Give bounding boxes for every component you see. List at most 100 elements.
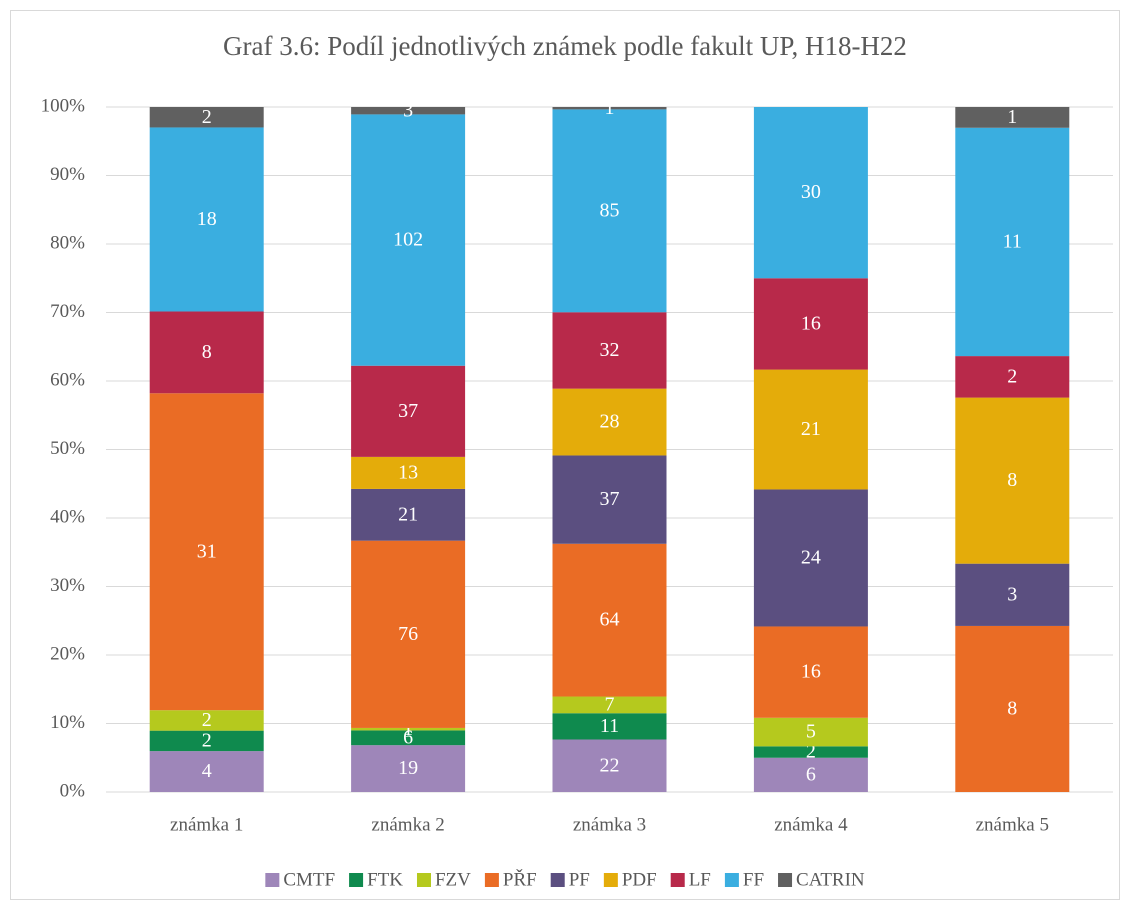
legend-item: PDF	[603, 869, 657, 890]
bar-segment	[955, 127, 1070, 357]
data-label: 24	[801, 547, 821, 569]
bar-segment	[149, 730, 264, 752]
x-tick-label: známka 3	[573, 814, 646, 835]
legend-swatch	[550, 873, 565, 887]
data-label: 18	[197, 208, 217, 230]
legend-item: FZV	[416, 869, 471, 890]
x-tick-label: známka 1	[170, 814, 243, 835]
data-label: 2	[806, 741, 816, 763]
data-label: 22	[600, 754, 620, 776]
legend-label: LF	[689, 869, 711, 890]
legend-label: FTK	[367, 869, 403, 890]
legend-item: FTK	[349, 869, 403, 890]
bar-segment	[955, 107, 1070, 128]
data-label: 8	[202, 341, 212, 363]
legend-label: PF	[569, 869, 590, 890]
bar-segment	[149, 107, 264, 128]
data-label: 31	[197, 540, 217, 562]
bar-segment	[351, 107, 466, 115]
data-label: 13	[398, 462, 418, 484]
bar-segment	[351, 727, 466, 731]
data-label: 76	[398, 623, 418, 645]
data-label: 1	[403, 718, 413, 740]
x-tick-label: známka 2	[371, 814, 444, 835]
bar-segment	[149, 311, 264, 394]
data-label: 85	[600, 199, 620, 221]
bar-segment	[552, 696, 667, 714]
legend-label: PDF	[622, 869, 657, 890]
bar-segment	[351, 540, 466, 728]
chart-title: Graf 3.6: Podíl jednotlivých známek podl…	[223, 31, 907, 61]
bar-segment	[955, 625, 1070, 792]
legend-label: PŘF	[503, 868, 537, 890]
bar-segment	[552, 109, 667, 313]
data-label: 11	[600, 715, 619, 737]
data-label: 30	[801, 181, 821, 203]
data-label: 5	[806, 721, 816, 743]
data-label: 3	[1007, 583, 1017, 605]
data-label: 2	[1007, 365, 1017, 387]
bar-segment	[753, 278, 868, 370]
bar-segment	[149, 127, 264, 312]
legend-item: FF	[724, 869, 764, 890]
data-label: 2	[202, 709, 212, 731]
bar-segment	[552, 739, 667, 792]
data-label: 16	[801, 313, 821, 335]
data-label: 6	[806, 763, 816, 785]
legend-label: FF	[743, 869, 764, 890]
legend-swatch	[724, 873, 739, 887]
bar-segment	[351, 730, 466, 746]
y-tick-label: 80%	[50, 232, 85, 253]
legend-swatch	[265, 873, 280, 887]
data-label: 21	[801, 418, 821, 440]
y-tick-label: 30%	[50, 575, 85, 596]
y-tick-label: 50%	[50, 438, 85, 459]
data-label: 7	[605, 693, 615, 715]
bar-segment	[351, 488, 466, 541]
bar-segment	[149, 393, 264, 711]
bar-segment	[753, 757, 868, 792]
legend-label: CATRIN	[796, 869, 865, 890]
bar-segment	[149, 751, 264, 792]
bar-segment	[955, 397, 1070, 564]
data-label: 1	[1007, 106, 1017, 128]
x-tick-label: známka 5	[976, 814, 1049, 835]
legend-item: LF	[670, 869, 711, 890]
data-label: 32	[600, 339, 620, 361]
legend-item: PF	[550, 869, 590, 890]
y-tick-label: 10%	[50, 712, 85, 733]
legend-swatch	[484, 873, 499, 887]
legend-swatch	[778, 873, 793, 887]
bar-segment	[753, 489, 868, 627]
data-label: 64	[600, 609, 620, 631]
data-label: 3	[403, 99, 413, 121]
bar-segment	[552, 312, 667, 389]
bar-segment	[753, 107, 868, 279]
x-tick-label: známka 4	[774, 814, 848, 835]
y-tick-label: 60%	[50, 369, 85, 390]
y-tick-label: 100%	[41, 95, 86, 116]
bar-segment	[753, 369, 868, 490]
bar-segment	[351, 745, 466, 792]
data-label: 2	[202, 729, 212, 751]
legend-swatch	[349, 873, 364, 887]
bar-segment	[149, 710, 264, 731]
legend-swatch	[603, 873, 618, 887]
bar-segment	[552, 455, 667, 544]
data-label: 2	[202, 106, 212, 128]
bar-segment	[955, 356, 1070, 398]
data-label: 37	[398, 400, 418, 422]
bar-segment	[552, 107, 667, 110]
legend-item: CMTF	[265, 869, 335, 890]
y-tick-label: 20%	[50, 643, 85, 664]
bar-segment	[753, 746, 868, 758]
data-label: 6	[403, 726, 413, 748]
y-tick-label: 90%	[50, 164, 85, 185]
data-label: 11	[1003, 231, 1022, 253]
data-label: 19	[398, 757, 418, 779]
data-label: 8	[1007, 469, 1017, 491]
bar-segment	[753, 717, 868, 747]
bar-segment	[351, 365, 466, 457]
data-label: 102	[393, 229, 423, 251]
